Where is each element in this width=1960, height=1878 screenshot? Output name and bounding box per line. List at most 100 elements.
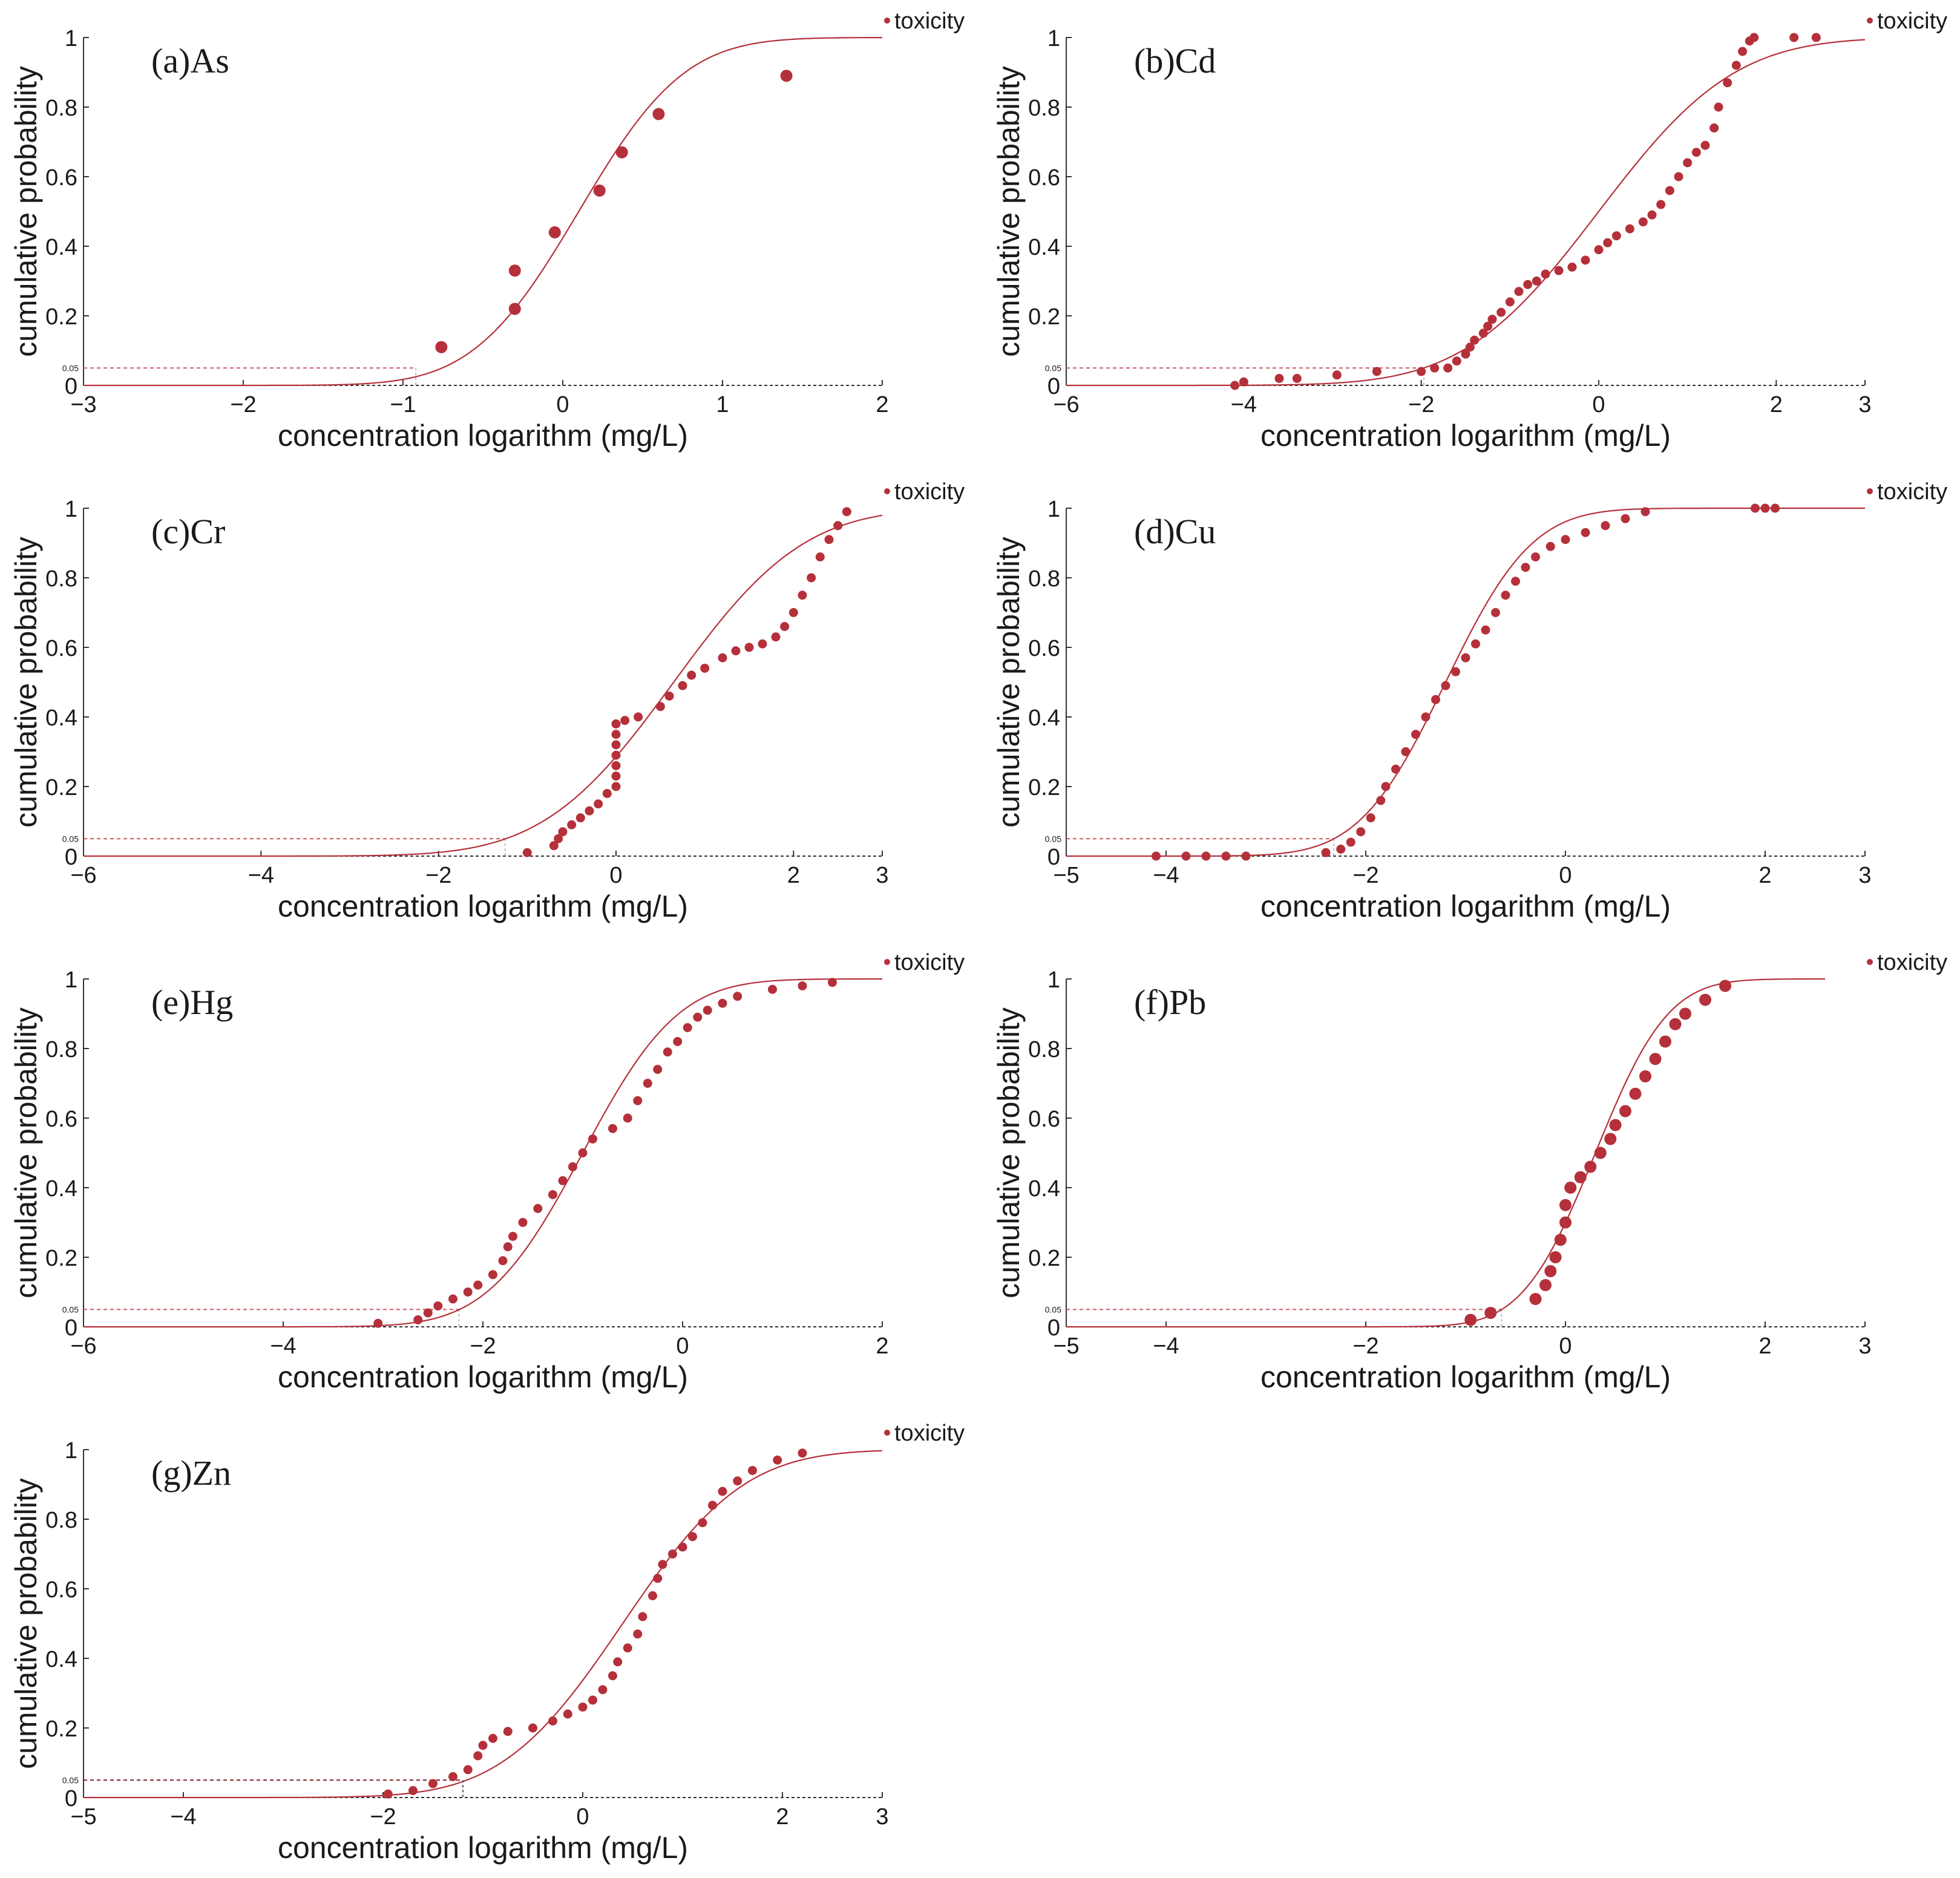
data-point (1181, 851, 1191, 861)
data-point (768, 984, 777, 994)
panel-title: (f)Pb (1134, 983, 1206, 1022)
x-tick-label: −5 (1053, 863, 1079, 888)
legend-marker (1867, 18, 1873, 24)
data-point (463, 1287, 473, 1297)
y-tick-label: 0.4 (45, 235, 77, 260)
data-point (533, 1204, 543, 1213)
data-point (1789, 33, 1799, 42)
data-point (608, 1671, 617, 1681)
y-axis-label: cumulative probability (992, 1007, 1026, 1298)
data-point (1554, 266, 1564, 275)
data-point (1201, 851, 1211, 861)
fitted-curve (84, 978, 882, 1328)
x-tick-label: −4 (270, 1333, 296, 1359)
data-point (1366, 813, 1375, 823)
data-point (1421, 712, 1431, 722)
data-point (1699, 993, 1711, 1006)
legend-label: toxicity (1877, 8, 1947, 34)
data-point (1584, 1160, 1597, 1173)
data-point (1496, 307, 1506, 317)
data-point (498, 1256, 508, 1266)
data-point (688, 1532, 697, 1542)
x-tick-label: 0 (676, 1333, 689, 1359)
data-point (678, 681, 687, 690)
y-tick-label: 0.4 (45, 1176, 77, 1202)
fitted-curve (84, 1450, 883, 1799)
y-tick-label: 0.6 (1028, 1107, 1060, 1132)
data-point (1356, 827, 1366, 837)
x-tick-label: 1 (716, 392, 729, 417)
data-point (611, 771, 621, 781)
data-point (1640, 507, 1650, 517)
data-point (1230, 381, 1240, 390)
data-point (744, 643, 754, 652)
fitted-curve (1066, 39, 1866, 387)
y-tick-label: 0.2 (45, 775, 77, 800)
data-point (602, 789, 612, 798)
data-point (1771, 503, 1780, 513)
legend-label: toxicity (894, 950, 965, 975)
data-point (578, 1703, 588, 1712)
y-tick-label: 0.8 (1028, 1037, 1060, 1062)
data-point (733, 1476, 742, 1486)
chart-panel: 0 0.2 0.4 0.6 0.8 1 −5 −4 −2 0 2 3 concentration log… (992, 950, 1947, 1394)
data-point (1372, 367, 1382, 376)
y-tick-label: 0.6 (1028, 165, 1060, 191)
x-tick-label: −1 (390, 392, 416, 417)
x-tick-label: −2 (1408, 392, 1434, 417)
data-point (1559, 1216, 1572, 1229)
x-tick-label: 2 (876, 1333, 888, 1359)
data-point (1609, 1119, 1622, 1131)
data-point (1531, 552, 1540, 561)
y-tick-label: 0 (65, 374, 77, 399)
data-point (780, 622, 790, 631)
data-point (1401, 747, 1411, 756)
x-tick-label: −6 (1053, 392, 1079, 417)
data-point (423, 1308, 433, 1318)
data-point (634, 712, 643, 722)
data-point (1430, 363, 1440, 373)
data-point (433, 1301, 443, 1310)
data-point (563, 1709, 572, 1719)
y-tick-label: 0.4 (45, 1647, 77, 1672)
data-point (1381, 782, 1391, 791)
data-point (1723, 78, 1732, 88)
data-point (1621, 514, 1630, 523)
data-point (1581, 528, 1590, 537)
data-point (1738, 47, 1748, 56)
data-point (1749, 33, 1759, 42)
data-point (683, 1023, 692, 1032)
data-point (428, 1779, 438, 1788)
legend-label: toxicity (1877, 950, 1947, 975)
data-point (613, 1657, 623, 1667)
x-tick-label: 3 (1858, 863, 1871, 888)
x-tick-label: −2 (230, 392, 256, 417)
threshold-label: 0.05 (1045, 834, 1061, 843)
data-point (798, 1448, 807, 1458)
data-point (700, 664, 710, 673)
threshold-label: 0.05 (62, 834, 79, 843)
data-point (748, 1466, 757, 1475)
x-tick-label: 2 (1758, 863, 1771, 888)
data-point (1346, 837, 1355, 847)
fitted-curve (1066, 507, 1865, 857)
data-point (1541, 269, 1550, 279)
data-point (408, 1786, 418, 1795)
data-point (578, 1148, 588, 1157)
data-point (608, 1124, 617, 1133)
threshold-label: 0.05 (1045, 1304, 1061, 1314)
y-tick-label: 1 (65, 497, 77, 522)
x-tick-label: 2 (776, 1804, 788, 1830)
x-tick-label: −4 (1153, 1333, 1179, 1359)
data-point (633, 1629, 643, 1639)
data-point (1241, 851, 1251, 861)
x-tick-label: −4 (1153, 863, 1179, 888)
data-point (1152, 851, 1161, 861)
data-point (1731, 61, 1741, 70)
x-tick-label: −4 (248, 863, 274, 888)
data-point (1452, 356, 1461, 366)
data-point (611, 750, 621, 760)
y-tick-label: 0.4 (1028, 705, 1060, 731)
y-axis-label: cumulative probability (9, 1007, 43, 1298)
data-point (373, 1318, 383, 1328)
